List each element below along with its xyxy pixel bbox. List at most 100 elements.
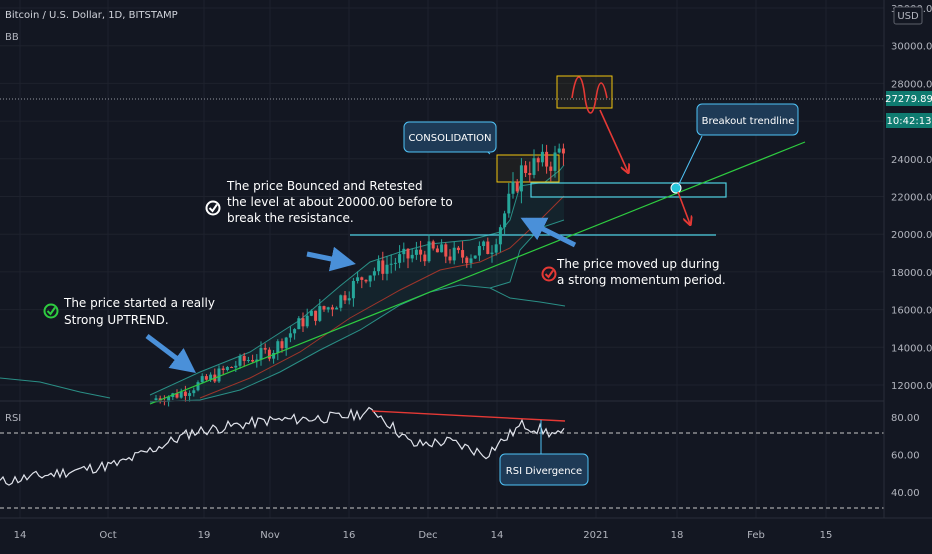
candle-body — [238, 355, 242, 366]
time-tick-label: 14 — [14, 530, 27, 541]
rsi-tick-label: 40.00 — [891, 488, 920, 499]
rsi-line — [0, 406, 565, 486]
indicator-label: BB — [5, 32, 19, 43]
candle-body — [402, 248, 406, 255]
arrow-momentum — [520, 217, 577, 248]
uptrend-line — [149, 141, 806, 405]
candle-body — [246, 359, 250, 361]
candle-body — [381, 260, 385, 274]
candle-body — [242, 355, 246, 361]
candle-body — [330, 307, 334, 310]
candle-body — [221, 368, 225, 370]
annotation-momentum-text: The price moved up during a strong moment… — [556, 257, 726, 287]
candle-body — [440, 244, 444, 253]
candle-body — [540, 151, 544, 163]
callout-rsi-divergence-text: RSI Divergence — [506, 466, 582, 477]
candle-body — [301, 318, 305, 327]
candle-body — [217, 368, 221, 382]
rsi-divergence-line — [371, 410, 566, 422]
rsi-tick-label: 80.00 — [891, 413, 920, 424]
time-tick-label: 14 — [491, 530, 504, 541]
currency-label: USD — [897, 11, 919, 22]
candle-body — [482, 241, 486, 247]
arrow-down-breakout — [677, 191, 690, 224]
candle-body — [536, 158, 540, 163]
candle-body — [545, 151, 549, 167]
check-circle-icon — [43, 303, 59, 319]
price-tick-label: 28000.00 — [891, 79, 932, 90]
candle-body — [423, 254, 427, 262]
countdown-badge — [886, 113, 932, 128]
candle-body — [192, 390, 196, 394]
price-tick-label: 30000.00 — [891, 42, 932, 53]
annotation-uptrend-text: The price started a really Strong UPTREND… — [63, 296, 215, 327]
candle-body — [549, 166, 553, 171]
price-tick-label: 24000.00 — [891, 155, 932, 166]
time-tick-label: Nov — [260, 530, 280, 541]
candle-body — [196, 382, 200, 391]
price-tick-label: 22000.00 — [891, 193, 932, 204]
candle-body — [209, 374, 213, 380]
arrow-uptrend — [145, 334, 196, 374]
candle-body — [326, 307, 330, 310]
candle-body — [461, 250, 465, 258]
callout-rsi-divergence-box — [499, 453, 589, 486]
annotation-uptrend: The price started a really Strong UPTREND… — [43, 296, 215, 327]
candle-body — [498, 227, 502, 245]
candle-body — [356, 277, 360, 281]
price-axis — [884, 0, 932, 518]
candle-body — [398, 254, 402, 263]
candle-body — [276, 341, 280, 353]
candle-body — [477, 246, 481, 256]
rsi-y-ticks: 80.00 60.00 40.00 — [891, 413, 920, 499]
time-tick-label: 19 — [198, 530, 211, 541]
candle-body — [314, 310, 318, 321]
candle-body — [372, 271, 376, 276]
breakout-zone-box — [530, 182, 727, 198]
candle-body — [494, 244, 498, 253]
time-tick-label: 2021 — [583, 530, 608, 541]
candle-body — [154, 398, 158, 401]
arrow-bounce — [306, 246, 356, 272]
time-tick-label: 18 — [671, 530, 684, 541]
candle-body — [561, 148, 565, 154]
candle-body — [259, 348, 263, 360]
callout-breakout-text: Breakout trendline — [702, 116, 795, 127]
price-tick-label: 14000.00 — [891, 343, 932, 354]
currency-button[interactable] — [893, 6, 923, 25]
symbol-title: Bitcoin / U.S. Dollar, 1D, BITSTAMP — [5, 10, 178, 21]
candle-body — [204, 376, 208, 380]
candle-body — [339, 295, 343, 308]
candle-body — [343, 295, 347, 301]
callout-consolidation-box — [403, 121, 497, 153]
candle-body — [360, 277, 364, 280]
candles — [154, 143, 565, 407]
breakout-point — [670, 182, 682, 194]
check-mark-icon — [46, 306, 56, 316]
candle-body — [368, 275, 372, 282]
candle-body — [175, 393, 179, 398]
check-circle-icon — [541, 266, 557, 282]
candle-body — [465, 257, 469, 263]
candle-body — [490, 252, 494, 254]
candle-body — [385, 264, 389, 274]
arrow-down-top — [599, 109, 628, 172]
candle-body — [305, 315, 309, 327]
candle-body — [503, 213, 507, 228]
candle-body — [179, 391, 183, 398]
candle-body — [251, 359, 255, 362]
candle-body — [511, 181, 515, 194]
candle-body — [448, 256, 452, 261]
candle-body — [553, 152, 557, 171]
candle-body — [486, 241, 490, 254]
candle-body — [377, 260, 381, 272]
candle-body — [188, 393, 192, 396]
check-mark-icon — [208, 203, 218, 213]
annotation-momentum: The price moved up during a strong moment… — [541, 257, 726, 287]
countdown-label: 10:42:13 — [887, 116, 932, 127]
candle-body — [557, 148, 561, 153]
annotation-bounce-text: The price Bounced and Retested the level … — [226, 179, 453, 225]
candle-body — [335, 307, 339, 310]
